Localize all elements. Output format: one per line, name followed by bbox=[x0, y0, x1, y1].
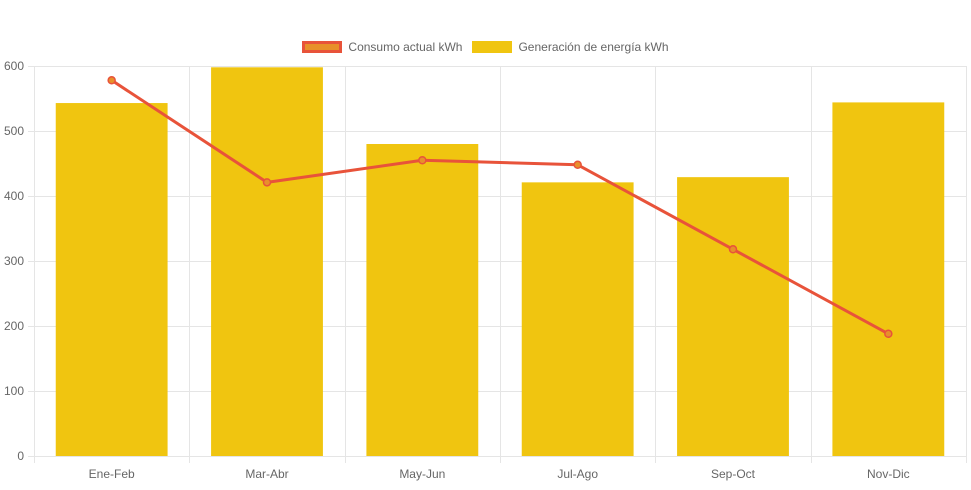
x-tick-label: Nov-Dic bbox=[867, 467, 910, 481]
bar-generacion bbox=[211, 67, 323, 457]
bar-generacion bbox=[832, 102, 945, 457]
bar-generacion bbox=[55, 103, 168, 457]
legend-label-consumo: Consumo actual kWh bbox=[348, 40, 463, 54]
point-consumo bbox=[418, 156, 427, 165]
x-tick-label: Jul-Ago bbox=[557, 467, 598, 481]
bar-generacion bbox=[366, 144, 479, 456]
point-consumo bbox=[107, 76, 116, 85]
point-consumo bbox=[728, 245, 738, 254]
bar-generacion bbox=[677, 177, 789, 456]
legend-item-generacion[interactable]: Generación de energía kWh bbox=[472, 40, 669, 54]
legend-swatch-generacion bbox=[472, 41, 513, 53]
y-tick-label: 300 bbox=[4, 254, 24, 268]
x-tick-label: Sep-Oct bbox=[711, 467, 756, 481]
point-consumo bbox=[262, 178, 272, 187]
bar-generacion bbox=[521, 182, 634, 456]
chart-legend: Consumo actual kWh Generación de energía… bbox=[0, 40, 971, 54]
x-tick-label: Mar-Abr bbox=[245, 467, 288, 481]
y-tick-label: 100 bbox=[4, 384, 24, 398]
point-consumo bbox=[884, 329, 893, 339]
x-tick-label: May-Jun bbox=[399, 467, 445, 481]
line-consumo bbox=[110, 79, 890, 336]
point-consumo bbox=[573, 160, 582, 170]
y-tick-label: 600 bbox=[4, 59, 24, 73]
y-tick-label: 400 bbox=[4, 189, 24, 203]
legend-item-consumo[interactable]: Consumo actual kWh bbox=[302, 40, 462, 54]
y-tick-label: 500 bbox=[4, 124, 24, 138]
y-tick-label: 0 bbox=[17, 449, 24, 463]
x-tick-label: Ene-Feb bbox=[89, 467, 135, 481]
legend-swatch-consumo bbox=[302, 41, 343, 53]
y-tick-label: 200 bbox=[4, 319, 24, 333]
legend-label-generacion: Generación de energía kWh bbox=[518, 40, 669, 54]
